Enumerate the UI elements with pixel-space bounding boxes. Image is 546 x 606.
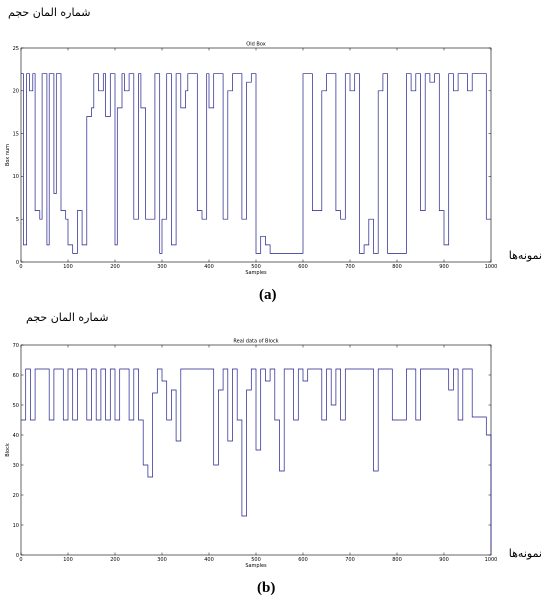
chart-1-xtick-label: 1000 [485,264,498,270]
chart-2-series-1-line [21,368,492,552]
chart-1-xtick-label: 600 [298,264,308,270]
chart-2-xtick-label: 500 [251,557,261,563]
chart-2-ytick-label: 40 [13,433,19,439]
chart-2-ytick-label: 70 [13,343,19,349]
chart-1-xtick-label: 200 [110,264,120,270]
chart-2-xtick-label: 700 [345,557,355,563]
chart-1-xtick-label: 300 [157,264,167,270]
panel-a-ylabel-fa: شماره المان حجم [8,6,91,19]
chart-2-title: Real data of Block [233,339,278,345]
chart-1-ytick-label: 0 [16,260,19,266]
chart-1-xtick-label: 700 [345,264,355,270]
chart-2-xtick-label: 600 [298,557,308,563]
chart-2-ytick-label: 20 [13,493,19,499]
chart-2-ytick-label: 60 [13,373,19,379]
chart-2-xtick-label: 300 [157,557,167,563]
chart-2-xtick-label: 1000 [485,557,498,563]
chart-2-xtick-label: 200 [110,557,120,563]
chart-2-ytick-label: 30 [13,463,19,469]
chart-2-xtick-label: 800 [392,557,402,563]
chart-1-xtick-label: 100 [63,264,73,270]
chart-1-ytick-label: 15 [13,131,19,137]
chart-1-xtick-label: 400 [204,264,214,270]
chart-1-xtick-label: 900 [439,264,449,270]
chart-1-ytick-label: 10 [13,174,19,180]
chart-1-title: Old Box [246,42,265,48]
chart-2-xtick-label: 400 [204,557,214,563]
chart-2-ytick-label: 0 [16,553,19,559]
chart-2-xtick-label: 100 [63,557,73,563]
panel-b-ylabel-fa: شماره المان حجم [26,311,109,324]
chart-1-xtick-label: 800 [392,264,402,270]
chart-2-xtick-label: 0 [19,557,22,563]
chart-1-ytick-label: 20 [13,89,19,95]
chart-1-xtick-label: 500 [251,264,261,270]
chart-2-xtick-label: 900 [439,557,449,563]
chart-1-xlabel: Samples [245,270,267,276]
chart-2-ytick-label: 50 [13,403,19,409]
chart-2-ytick-label: 10 [13,523,19,529]
panel-b-label: (b) [257,580,276,596]
chart-1-series-1-line [21,73,491,254]
chart-1-ytick-label: 5 [16,217,19,223]
chart-1-ylabel: Box num [5,144,11,166]
chart-1-xtick-label: 0 [19,264,22,270]
panel-a-xlabel-fa: نمونه‌ها [508,249,542,262]
chart-1-ytick-label: 25 [13,46,19,52]
chart-2-xlabel: Samples [245,563,267,569]
panel-b-xlabel-fa: نمونه‌ها [508,547,542,560]
panel-a-label: (a) [259,287,277,303]
chart-2-ylabel: Block [5,443,11,457]
